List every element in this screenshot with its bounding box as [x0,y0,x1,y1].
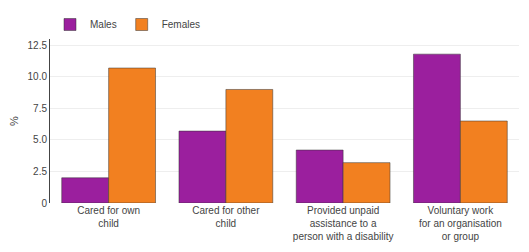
svg-text:Cared for ownchild: Cared for ownchild [77,205,140,229]
svg-text:0: 0 [41,198,47,209]
svg-text:Cared for otherchild: Cared for otherchild [192,205,260,229]
svg-text:Voluntary workfor an organisat: Voluntary workfor an organisationor grou… [419,205,502,242]
svg-text:10.0: 10.0 [28,71,48,82]
svg-text:%: % [8,116,20,126]
svg-text:Provided unpaidassistance to a: Provided unpaidassistance to aperson wit… [293,205,394,242]
svg-text:Males: Males [90,19,117,30]
svg-text:7.5: 7.5 [33,103,47,114]
svg-text:12.5: 12.5 [28,40,48,51]
svg-text:Females: Females [162,19,200,30]
svg-text:5.0: 5.0 [33,134,47,145]
svg-text:2.5: 2.5 [33,166,47,177]
